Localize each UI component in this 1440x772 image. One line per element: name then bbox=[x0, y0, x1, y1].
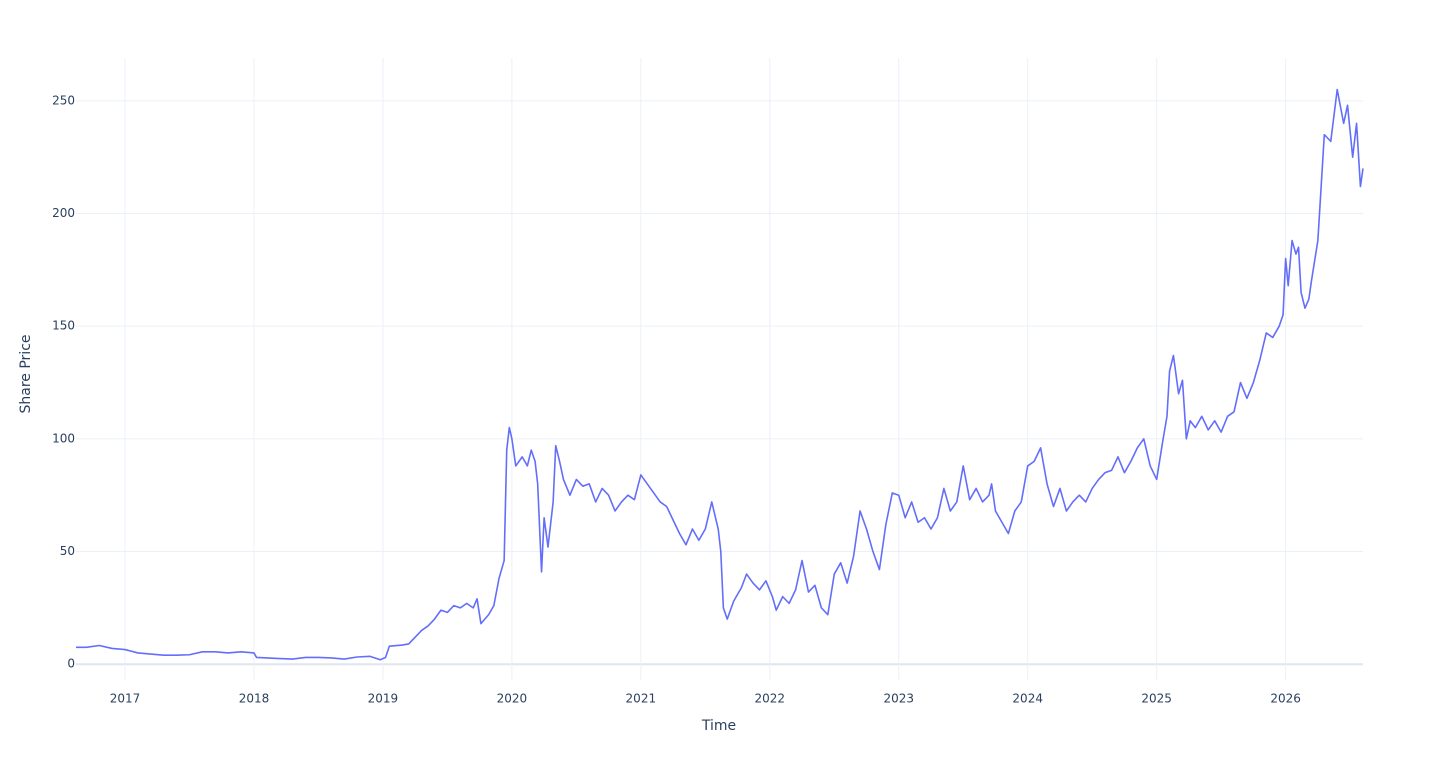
y-tick-label: 100 bbox=[52, 431, 75, 445]
y-tick-label: 0 bbox=[67, 657, 75, 671]
grid bbox=[76, 58, 1363, 680]
plot bbox=[76, 88, 1364, 661]
x-axis-title: Time bbox=[701, 718, 736, 734]
x-tick-label: 2025 bbox=[1141, 692, 1172, 706]
x-tick-label: 2021 bbox=[626, 692, 657, 706]
x-tick-label: 2017 bbox=[110, 692, 141, 706]
y-tick-label: 50 bbox=[60, 544, 75, 558]
x-tick-label: 2020 bbox=[497, 692, 528, 706]
y-tick-label: 250 bbox=[52, 93, 75, 107]
y-tick-label: 150 bbox=[52, 319, 75, 333]
line bbox=[76, 88, 1364, 661]
x-tick-label: 2023 bbox=[883, 692, 914, 706]
y-axis-title: Share Price bbox=[18, 334, 34, 413]
x-tick-label: 2022 bbox=[755, 692, 786, 706]
x-tick-label: 2019 bbox=[368, 692, 399, 706]
y-tick-label: 200 bbox=[52, 206, 75, 220]
x-tick-label: 2018 bbox=[239, 692, 270, 706]
x-tick-label: 2024 bbox=[1012, 692, 1043, 706]
x-tick-label: 2026 bbox=[1270, 692, 1301, 706]
